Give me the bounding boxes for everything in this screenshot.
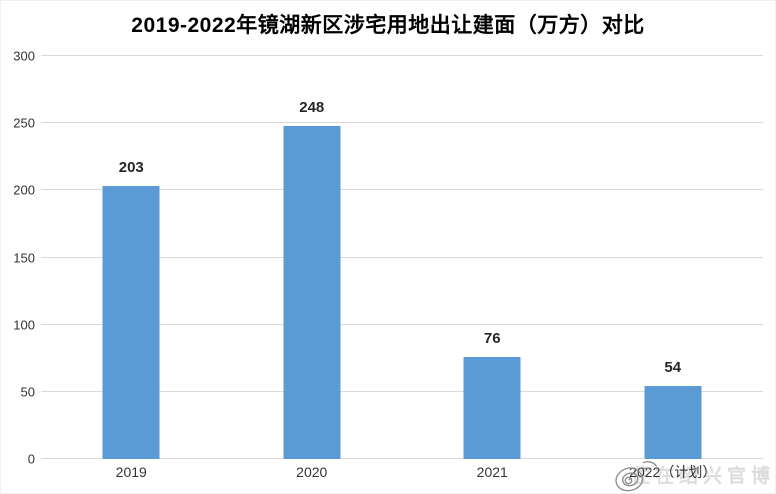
gridline [41, 122, 763, 124]
y-tick-label: 150 [13, 250, 35, 265]
plot-area: 203 248 76 54 [41, 55, 763, 459]
chart-title: 2019-2022年镜湖新区涉宅用地出让建面（万方）对比 [131, 14, 645, 37]
y-axis: 0 50 100 150 200 250 300 [1, 50, 35, 466]
bar-value-label: 54 [664, 359, 682, 377]
x-tick-label: 2022（计划） [629, 464, 717, 480]
y-tick-label: 250 [13, 115, 35, 131]
watermark-text: 住在绍兴官博 [631, 466, 776, 487]
x-tick-label: 2020 [296, 464, 328, 480]
gridline [41, 390, 763, 392]
x-tick-label: 2021 [476, 464, 508, 480]
bar [283, 125, 341, 459]
y-tick-label: 0 [27, 451, 35, 467]
bar [463, 356, 521, 459]
bar-value-label: 76 [483, 329, 501, 347]
y-tick-label: 300 [13, 48, 35, 64]
bar-value-label: 203 [118, 159, 144, 177]
x-tick-label: 2019 [115, 464, 147, 480]
gridline [41, 256, 763, 258]
gridline [41, 323, 763, 325]
gridline [41, 189, 763, 191]
y-tick-label: 50 [20, 384, 35, 400]
weibo-logo-icon [615, 461, 657, 492]
bar [102, 186, 160, 459]
y-tick-label: 100 [13, 317, 35, 333]
y-tick-label: 200 [13, 182, 35, 198]
bar [644, 386, 702, 459]
bar-value-label: 248 [299, 98, 325, 116]
gridline [41, 55, 763, 56]
gridline [41, 458, 763, 459]
x-axis: 2019 2020 2021 2022（计划） [41, 465, 763, 489]
